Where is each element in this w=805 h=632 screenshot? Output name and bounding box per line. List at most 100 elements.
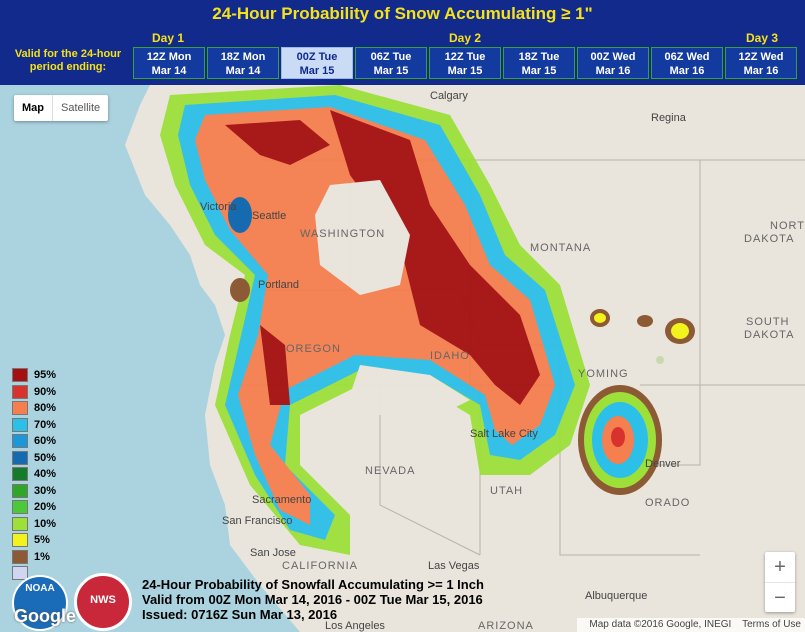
legend-row: 90% bbox=[12, 384, 56, 401]
region-oregon: OREGON bbox=[286, 343, 341, 355]
legend-row: 30% bbox=[12, 483, 56, 500]
terms-of-use-link[interactable]: Terms of Use bbox=[742, 619, 801, 630]
tab-2[interactable]: 00Z Tue Mar 15 bbox=[281, 47, 353, 79]
legend-label: 95% bbox=[34, 369, 57, 382]
zoom-out-button[interactable]: − bbox=[774, 587, 786, 609]
region-washington: WASHINGTON bbox=[300, 228, 386, 240]
map-attribution: Map data ©2016 Google, INEGI Terms of Us… bbox=[577, 618, 805, 632]
region-idaho: IDAHO bbox=[430, 350, 470, 362]
zoom-in-button[interactable]: + bbox=[765, 552, 795, 583]
tab-date: Mar 16 bbox=[595, 65, 631, 77]
region-california: CALIFORNIA bbox=[282, 560, 359, 572]
nws-logo-text: NWS bbox=[90, 594, 116, 606]
day-1-label: Day 1 bbox=[152, 31, 185, 45]
tab-0[interactable]: 12Z Mon Mar 14 bbox=[133, 47, 205, 79]
legend-swatch bbox=[12, 434, 28, 449]
legend-swatch bbox=[12, 566, 28, 581]
tab-time: 00Z Tue bbox=[296, 51, 338, 63]
legend-label: 5% bbox=[34, 534, 50, 547]
city-san-francisco: San Francisco bbox=[222, 515, 293, 527]
city-calgary: Calgary bbox=[430, 90, 468, 102]
valid-period-label: Valid for the 24-hour period ending: bbox=[6, 48, 130, 74]
legend-swatch bbox=[12, 500, 28, 515]
legend-label: 90% bbox=[34, 385, 57, 398]
city-sacramento: Sacramento bbox=[252, 494, 312, 506]
region-south-dakota-2: DAKOTA bbox=[744, 329, 795, 341]
region-north-dakota-2: DAKOTA bbox=[744, 233, 795, 245]
valid-label-line2: period ending: bbox=[29, 61, 107, 73]
legend-swatch bbox=[12, 417, 28, 432]
time-tabs: 12Z Mon Mar 14 18Z Mon Mar 14 00Z Tue Mar 15 0… bbox=[133, 47, 799, 81]
tab-time: 12Z Wed bbox=[738, 51, 784, 63]
legend-row: 60% bbox=[12, 433, 56, 450]
map-canvas bbox=[0, 85, 805, 632]
region-arizona: ARIZONA bbox=[478, 620, 534, 632]
legend-row: 95% bbox=[12, 367, 56, 384]
caption-line1: 24-Hour Probability of Snowfall Accumula… bbox=[142, 577, 484, 592]
tab-time: 18Z Tue bbox=[518, 51, 560, 63]
city-salt-lake: Salt Lake City bbox=[470, 428, 538, 440]
header-bar: 24-Hour Probability of Snow Accumulating… bbox=[0, 0, 805, 85]
day-2-label: Day 2 bbox=[449, 31, 482, 45]
tab-4[interactable]: 12Z Tue Mar 15 bbox=[429, 47, 501, 79]
city-seattle: Seattle bbox=[252, 210, 287, 222]
legend-row: 20% bbox=[12, 499, 56, 516]
tab-date: Mar 15 bbox=[373, 65, 409, 77]
map-caption: 24-Hour Probability of Snowfall Accumula… bbox=[142, 577, 484, 622]
legend-label: 40% bbox=[34, 468, 57, 481]
tab-time: 18Z Mon bbox=[220, 51, 266, 63]
tab-time: 12Z Mon bbox=[146, 51, 192, 63]
tab-6[interactable]: 00Z Wed Mar 16 bbox=[577, 47, 649, 79]
legend-label: 60% bbox=[34, 435, 57, 448]
legend-row: 10% bbox=[12, 516, 56, 533]
legend-swatch bbox=[12, 467, 28, 482]
region-nevada: NEVADA bbox=[365, 465, 416, 477]
tab-date: Mar 15 bbox=[521, 65, 557, 77]
legend-swatch bbox=[12, 384, 28, 399]
tab-7[interactable]: 06Z Wed Mar 16 bbox=[651, 47, 723, 79]
tab-8[interactable]: 12Z Wed Mar 16 bbox=[725, 47, 797, 79]
legend-swatch bbox=[12, 401, 28, 416]
caption-line3: Issued: 0716Z Sun Mar 13, 2016 bbox=[142, 607, 338, 622]
tab-1[interactable]: 18Z Mon Mar 14 bbox=[207, 47, 279, 79]
valid-label-line1: Valid for the 24-hour bbox=[14, 48, 122, 60]
legend-label: 80% bbox=[34, 402, 57, 415]
day-row: Day 1 Day 2 Day 3 bbox=[0, 31, 805, 45]
legend-swatch bbox=[12, 533, 28, 548]
legend-row: 5% bbox=[12, 532, 56, 549]
tab-time: 06Z Wed bbox=[664, 51, 710, 63]
zoom-control: + − bbox=[765, 552, 795, 612]
tab-3[interactable]: 06Z Tue Mar 15 bbox=[355, 47, 427, 79]
region-wyoming: YOMING bbox=[578, 368, 629, 380]
legend-label: 30% bbox=[34, 484, 57, 497]
region-south-dakota-1: SOUTH bbox=[746, 316, 790, 328]
tab-date: Mar 14 bbox=[225, 65, 261, 77]
legend-row: 80% bbox=[12, 400, 56, 417]
city-victoria: Victoria bbox=[200, 201, 237, 213]
legend: 95% 90% 80% 70% 60% 50% 40% 30% 20% 10% 5% 1% bbox=[12, 367, 56, 582]
satellite-button[interactable]: Satellite bbox=[52, 95, 108, 121]
noaa-logo: NOAA bbox=[12, 575, 68, 631]
tab-5[interactable]: 18Z Tue Mar 15 bbox=[503, 47, 575, 79]
region-north-dakota-1: NORTH bbox=[770, 220, 805, 232]
google-logo: Google bbox=[14, 606, 76, 626]
legend-swatch bbox=[12, 368, 28, 383]
map-button[interactable]: Map bbox=[22, 102, 44, 114]
tab-time: 00Z Wed bbox=[590, 51, 636, 63]
legend-label: 10% bbox=[34, 517, 57, 530]
legend-row: 50% bbox=[12, 450, 56, 467]
tab-date: Mar 16 bbox=[743, 65, 779, 77]
legend-swatch bbox=[12, 483, 28, 498]
tab-time: 12Z Tue bbox=[444, 51, 486, 63]
forecast-map[interactable] bbox=[0, 85, 805, 632]
tab-time: 06Z Tue bbox=[370, 51, 412, 63]
city-regina: Regina bbox=[651, 112, 686, 124]
legend-swatch bbox=[12, 516, 28, 531]
legend-row: 1% bbox=[12, 549, 56, 566]
map-data-credit: Map data ©2016 Google, INEGI bbox=[589, 619, 732, 630]
legend-row: 40% bbox=[12, 466, 56, 483]
city-las-vegas: Las Vegas bbox=[428, 560, 480, 572]
legend-swatch bbox=[12, 450, 28, 465]
legend-swatch bbox=[12, 549, 28, 564]
map-type-toggle: Map Satellite bbox=[14, 95, 109, 121]
